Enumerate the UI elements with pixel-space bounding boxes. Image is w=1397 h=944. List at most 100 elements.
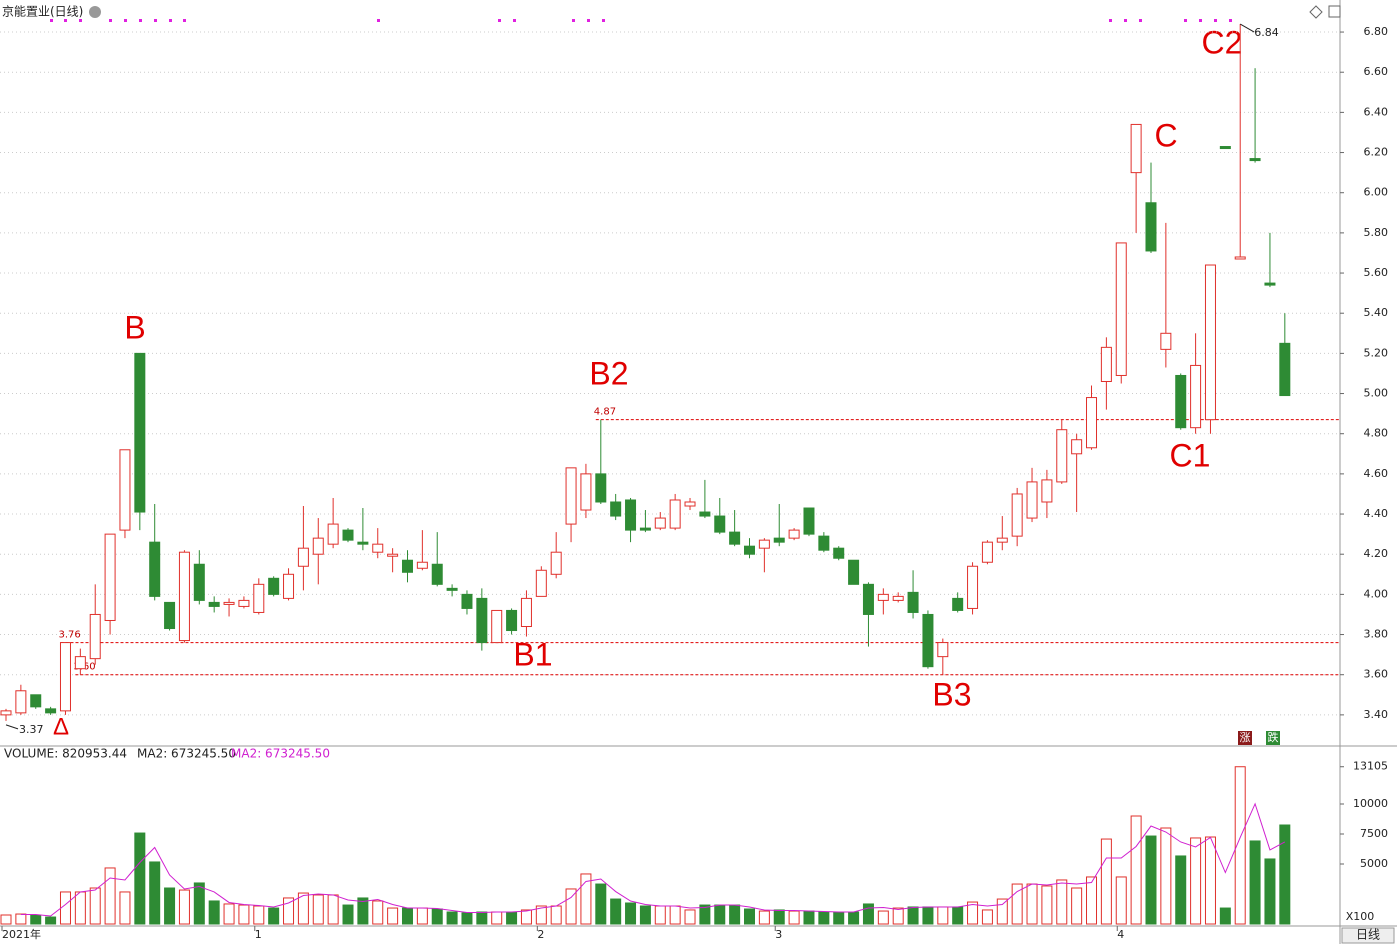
candle-body [565, 467, 577, 525]
volume-bar [372, 900, 384, 925]
volume-bar [89, 887, 101, 925]
volume-bar [178, 889, 190, 925]
volume-bar [610, 898, 622, 925]
volume-bar [119, 891, 131, 925]
volume-bar [134, 832, 146, 925]
volume-bar [1249, 840, 1261, 925]
icon[interactable] [1309, 5, 1323, 19]
candle-body [45, 708, 57, 714]
volume-bar [253, 905, 265, 925]
volume-bar [967, 901, 979, 925]
candle-body [223, 601, 235, 605]
volume-bar [654, 905, 666, 925]
volume-bar [1026, 883, 1038, 925]
y-tick-label: 7500 [1360, 827, 1388, 840]
y-tick-label: 6.00 [1364, 186, 1389, 199]
candle-body [506, 609, 518, 632]
y-tick-label: 6.20 [1364, 146, 1389, 159]
candle-body [104, 533, 116, 621]
annotation: C1 [1170, 437, 1211, 473]
icon[interactable] [1328, 5, 1341, 18]
volume-bar [1011, 883, 1023, 925]
candle-body [862, 583, 874, 615]
period-button-label: 日线 [1356, 928, 1380, 942]
candle-body [253, 583, 265, 613]
y-tick-label: 4.40 [1364, 507, 1389, 520]
period-button[interactable] [1341, 927, 1395, 944]
volume-bar [1041, 885, 1053, 925]
candle-body [758, 539, 770, 549]
candle-body [818, 535, 830, 551]
candle-body [907, 591, 919, 613]
up-badge[interactable] [1238, 731, 1252, 745]
candle-body [729, 531, 741, 545]
volume-bar [699, 904, 711, 925]
y-tick-label: 4.00 [1364, 587, 1389, 600]
candle-body [877, 593, 889, 601]
y-tick-label: 6.80 [1364, 25, 1389, 38]
low-label: 3.37 [19, 723, 44, 736]
volume-bar [312, 894, 324, 925]
annotation: C2 [1202, 24, 1243, 60]
candle-body [119, 449, 131, 531]
candle-body [788, 529, 800, 539]
candle-body [89, 613, 101, 660]
x-tick-label: 1 [255, 928, 262, 941]
volume-bar [1264, 858, 1276, 925]
high-label: 6.84 [1254, 26, 1279, 39]
ma-label: MA2: 673245.50 [231, 747, 330, 761]
reference-label: 3.76 [58, 630, 80, 641]
candle-body [1145, 202, 1157, 252]
candle-body [1234, 256, 1246, 260]
candle-body [967, 565, 979, 609]
candle-body [149, 541, 161, 597]
reference-label: 4.87 [594, 407, 616, 418]
volume-bar [45, 916, 57, 925]
candle-body [1071, 439, 1083, 455]
candle-body [595, 473, 607, 503]
volume-bar [59, 891, 71, 925]
volume-title: VOLUME: 820953.44 [4, 747, 127, 761]
volume-bar [1279, 824, 1291, 925]
candle-body [639, 527, 651, 531]
candle-body [59, 642, 71, 712]
candle-body [1100, 346, 1112, 382]
candle-body [283, 573, 295, 599]
candle-body [1086, 397, 1098, 449]
candle-body [416, 561, 428, 569]
candle-body [1264, 282, 1276, 286]
volume-bar [937, 906, 949, 925]
volume-bar [149, 861, 161, 925]
down-badge[interactable] [1266, 731, 1280, 745]
candle-body [610, 501, 622, 517]
volume-bar [1056, 879, 1068, 925]
y-tick-label: 5.40 [1364, 306, 1389, 319]
volume-bar [981, 909, 993, 925]
y-tick-label: 5.80 [1364, 226, 1389, 239]
volume-bar [729, 904, 741, 925]
y-tick-label: 6.60 [1364, 65, 1389, 78]
candle-body [1115, 242, 1127, 376]
candle-body [714, 515, 726, 533]
x-tick-label: 2021年 [2, 927, 41, 941]
candle-body [446, 587, 458, 591]
volume-bar [104, 867, 116, 925]
volume-bar [164, 887, 176, 925]
volume-bar [952, 906, 964, 925]
candle-body [1204, 264, 1216, 421]
candle-body [1219, 146, 1231, 150]
volume-bar [15, 913, 27, 925]
dropdown-button[interactable] [89, 6, 101, 18]
candle-body [1279, 342, 1291, 397]
volume-bar [833, 911, 845, 925]
volume-bar [401, 907, 413, 925]
volume-bar [1100, 838, 1112, 925]
candle-body [520, 597, 532, 628]
volume-bar [297, 892, 309, 925]
volume-bar [30, 914, 42, 925]
annotation: B [124, 309, 145, 345]
volume-bar [0, 914, 12, 925]
candle-body [164, 601, 176, 630]
candle-body [491, 609, 503, 644]
annotation: B3 [932, 676, 971, 712]
